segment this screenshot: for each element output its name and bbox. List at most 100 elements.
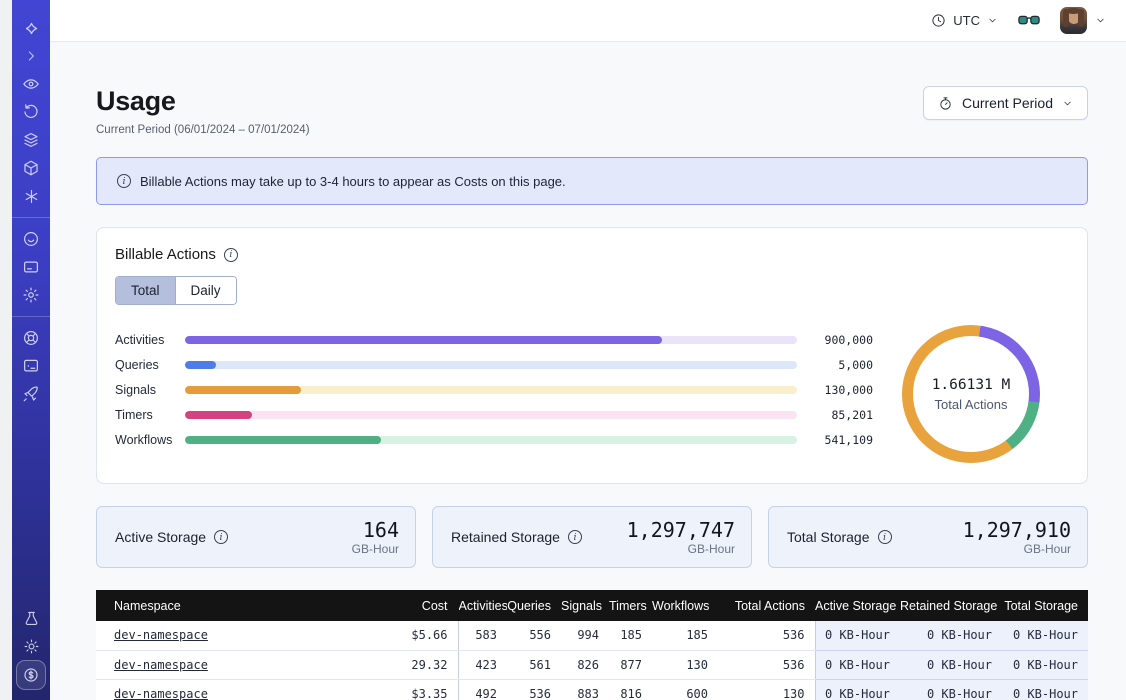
usage-page: UTC Usage Cur [0, 0, 1126, 700]
bar-row-queries: Queries 5,000 [115, 352, 873, 377]
chevron-down-icon [1062, 98, 1073, 109]
account-menu[interactable] [1060, 7, 1106, 34]
column-total-actions: Total Actions [718, 590, 815, 621]
temporal-logo[interactable] [16, 14, 46, 42]
bar-label: Signals [115, 383, 185, 397]
column-queries: Queries [507, 590, 561, 621]
cell-signals: 883 [561, 679, 609, 700]
page-header: Usage Current Period (06/01/2024 – 07/01… [96, 86, 1088, 136]
info-banner-text: Billable Actions may take up to 3-4 hour… [140, 174, 566, 189]
cell-timers: 816 [609, 679, 652, 700]
info-icon[interactable]: i [568, 530, 582, 544]
bar-row-timers: Timers 85,201 [115, 402, 873, 427]
sidebar-item-layers[interactable] [16, 126, 46, 154]
content: Usage Current Period (06/01/2024 – 07/01… [50, 42, 1126, 700]
billable-chart: Activities 900,000 Queries 5,000 Signals [115, 325, 1069, 463]
sidebar-item-deployments[interactable] [16, 154, 46, 182]
cell-total-actions: 536 [718, 621, 815, 650]
bar-value: 130,000 [797, 383, 873, 397]
sidebar-item-usage[interactable] [16, 660, 46, 690]
console-icon [22, 357, 40, 375]
tab-daily[interactable]: Daily [175, 277, 236, 304]
sidebar-item-getting-started[interactable] [16, 380, 46, 408]
sidebar-item-schedules[interactable] [16, 225, 46, 253]
glasses-icon [1018, 13, 1040, 28]
bar-fill [185, 386, 301, 394]
bar-row-activities: Activities 900,000 [115, 327, 873, 352]
cell-signals: 826 [561, 650, 609, 679]
page-subtitle: Current Period (06/01/2024 – 07/01/2024) [96, 124, 310, 136]
window-margin [0, 0, 12, 700]
info-banner: i Billable Actions may take up to 3-4 ho… [96, 157, 1088, 205]
cell-cost: 29.32 [351, 650, 458, 679]
sidebar-item-history[interactable] [16, 98, 46, 126]
bar-value: 5,000 [797, 358, 873, 372]
cell-queries: 536 [507, 679, 561, 700]
sidebar-item-theme[interactable] [16, 632, 46, 660]
bar-fill [185, 411, 252, 419]
table-row: dev-namespace $3.35 492 536 883 816 600 … [96, 679, 1088, 700]
layers-icon [22, 131, 40, 149]
bar-fill [185, 361, 216, 369]
sidebar-item-support[interactable] [16, 324, 46, 352]
page-title-block: Usage Current Period (06/01/2024 – 07/01… [96, 86, 310, 136]
namespace-usage-table: Namespace Cost Activities Queries Signal… [96, 590, 1088, 700]
avatar [1060, 7, 1087, 34]
sidebar-collapse[interactable] [16, 42, 46, 70]
sidebar-item-settings[interactable] [16, 281, 46, 309]
stopwatch-icon [938, 96, 953, 111]
bar-value: 541,109 [797, 433, 873, 447]
sidebar-item-docs[interactable] [16, 352, 46, 380]
cell-queries: 556 [507, 621, 561, 650]
info-icon[interactable]: i [878, 530, 892, 544]
cell-workflows: 130 [652, 650, 718, 679]
cell-retained-storage: 0 KB-Hour [900, 679, 1002, 700]
storage-card-value-block: 164 GB-Hour [352, 519, 399, 556]
column-workflows: Workflows [652, 590, 718, 621]
period-selector-button[interactable]: Current Period [923, 86, 1088, 120]
cube-icon [22, 159, 40, 177]
namespace-link[interactable]: dev-namespace [114, 628, 208, 642]
period-selector-label: Current Period [962, 95, 1053, 111]
storage-unit: GB-Hour [627, 542, 735, 556]
storage-value: 1,297,910 [963, 519, 1071, 541]
bar-fill [185, 436, 381, 444]
tab-total[interactable]: Total [116, 277, 175, 304]
sidebar-item-namespaces[interactable] [16, 70, 46, 98]
info-icon[interactable]: i [214, 530, 228, 544]
bar-row-workflows: Workflows 541,109 [115, 427, 873, 452]
namespace-link[interactable]: dev-namespace [114, 687, 208, 700]
cell-total-actions: 536 [718, 650, 815, 679]
storage-card-value-block: 1,297,910 GB-Hour [963, 519, 1071, 556]
storage-label-text: Active Storage [115, 529, 206, 545]
storage-value: 164 [352, 519, 399, 541]
cell-timers: 877 [609, 650, 652, 679]
rocket-icon [22, 385, 40, 403]
sidebar [12, 0, 50, 700]
info-icon[interactable]: i [224, 248, 238, 262]
timezone-selector[interactable]: UTC [931, 13, 998, 28]
storage-unit: GB-Hour [963, 542, 1071, 556]
cell-activities: 583 [458, 621, 507, 650]
feedback-button[interactable] [1018, 13, 1040, 28]
billable-actions-card: Billable Actions i Total Daily Activitie… [96, 227, 1088, 484]
bar-value: 85,201 [797, 408, 873, 422]
column-timers: Timers [609, 590, 652, 621]
dollar-coin-icon [22, 666, 40, 684]
namespace-link[interactable]: dev-namespace [114, 658, 208, 672]
sidebar-item-nexus[interactable] [16, 182, 46, 210]
column-retained-storage: Retained Storage [900, 590, 1002, 621]
column-activities: Activities [458, 590, 507, 621]
bar-label: Timers [115, 408, 185, 422]
cell-retained-storage: 0 KB-Hour [900, 621, 1002, 650]
sidebar-item-batch[interactable] [16, 253, 46, 281]
column-namespace: Namespace [96, 590, 351, 621]
bar-track [185, 386, 797, 394]
cell-workflows: 600 [652, 679, 718, 700]
sidebar-item-labs[interactable] [16, 604, 46, 632]
eye-icon [22, 75, 40, 93]
retained-storage-card: Retained Storage i 1,297,747 GB-Hour [432, 506, 752, 568]
storage-card-label: Retained Storage i [451, 529, 582, 545]
total-actions-value: 1.66131 M [932, 377, 1011, 393]
storage-summary-row: Active Storage i 164 GB-Hour Retained St… [96, 506, 1088, 568]
